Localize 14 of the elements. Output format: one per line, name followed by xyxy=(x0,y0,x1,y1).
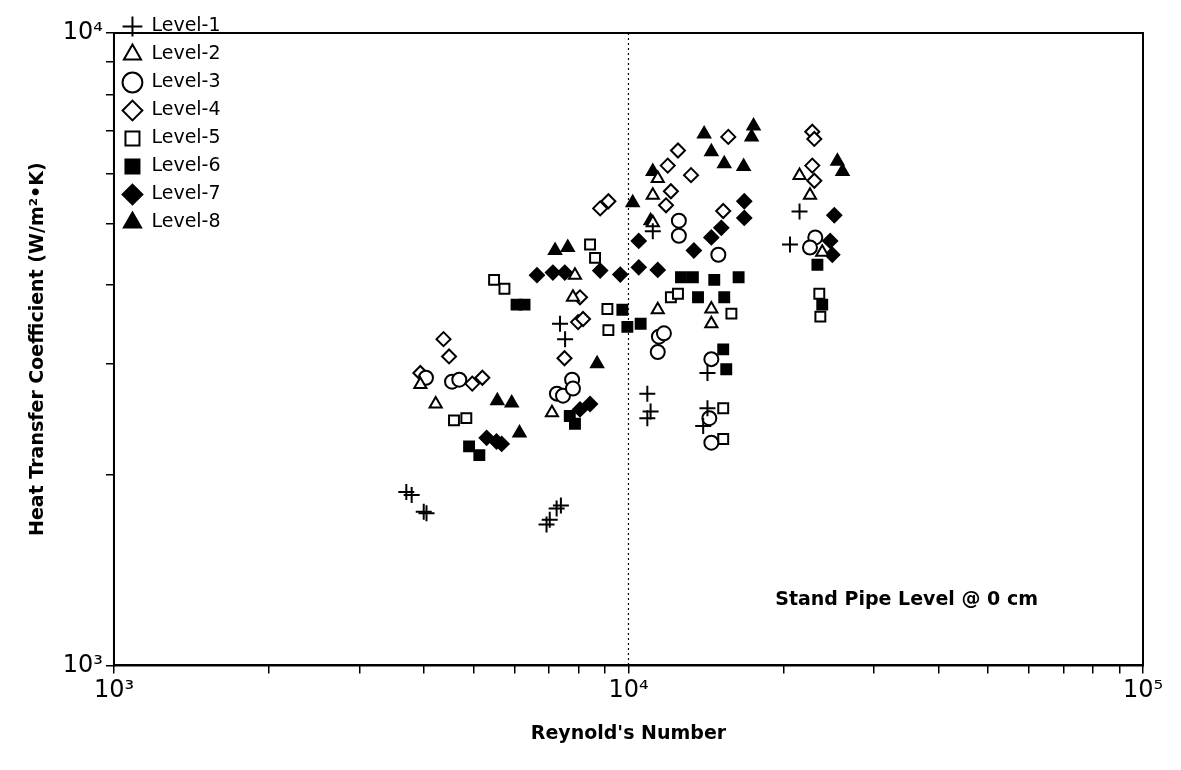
legend-label: Level-4 xyxy=(151,97,221,120)
legend-label: Level-6 xyxy=(151,153,221,176)
legend-label: Level-8 xyxy=(151,209,221,232)
y-axis-title: Heat Transfer Coefficient (W/m²•K) xyxy=(25,162,48,536)
x-tick-label: 10⁴ xyxy=(608,675,649,704)
legend-label: Level-1 xyxy=(151,13,221,36)
x-axis-title: Reynold's Number xyxy=(530,720,727,743)
legend-label: Level-7 xyxy=(151,181,221,204)
legend-label: Level-2 xyxy=(151,41,221,64)
legend-label: Level-5 xyxy=(151,125,221,148)
x-tick-label: 10⁵ xyxy=(1122,675,1164,704)
legend-label: Level-3 xyxy=(151,69,221,92)
x-tick-label: 10³ xyxy=(93,675,135,704)
annotation: Stand Pipe Level @ 0 cm xyxy=(775,587,1038,610)
